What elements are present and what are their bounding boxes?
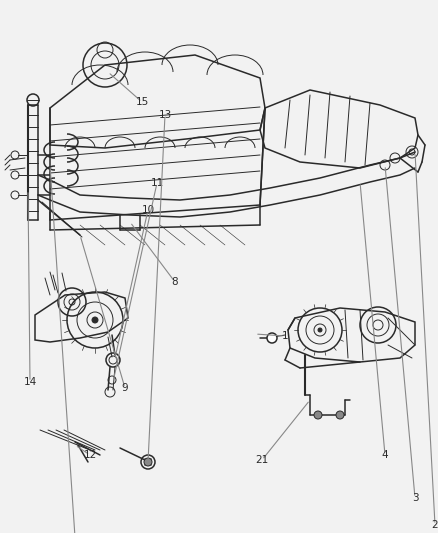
Text: 1: 1 bbox=[282, 331, 288, 341]
Text: 12: 12 bbox=[83, 450, 97, 460]
Text: 3: 3 bbox=[412, 493, 418, 503]
Text: 21: 21 bbox=[255, 455, 268, 465]
Text: 9: 9 bbox=[122, 383, 128, 393]
Circle shape bbox=[144, 458, 152, 466]
Text: 11: 11 bbox=[150, 178, 164, 188]
Text: 2: 2 bbox=[432, 520, 438, 530]
Circle shape bbox=[318, 328, 322, 332]
Text: 4: 4 bbox=[381, 450, 389, 460]
Text: 15: 15 bbox=[135, 97, 148, 107]
Circle shape bbox=[336, 411, 344, 419]
Circle shape bbox=[267, 333, 277, 343]
Text: 8: 8 bbox=[172, 277, 178, 287]
Text: 13: 13 bbox=[159, 110, 172, 120]
Text: 10: 10 bbox=[141, 205, 155, 215]
Text: 14: 14 bbox=[23, 377, 37, 387]
Circle shape bbox=[92, 317, 98, 323]
Circle shape bbox=[314, 411, 322, 419]
